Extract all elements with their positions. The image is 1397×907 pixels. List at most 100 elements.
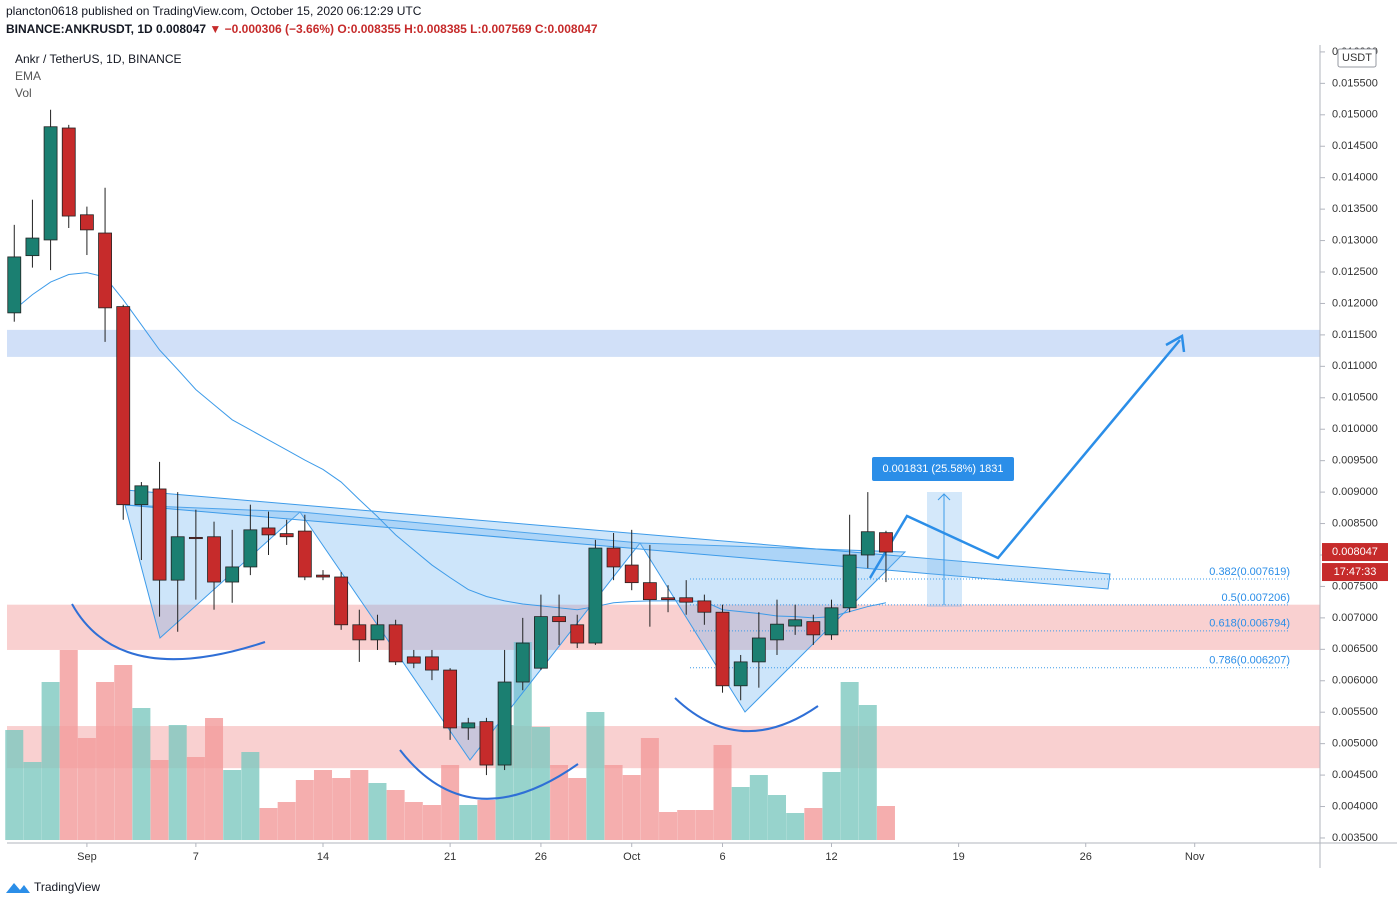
volume-bar (786, 813, 805, 840)
fib-label: 0.786(0.006207) (1209, 655, 1290, 667)
candle-body (7, 256, 22, 314)
y-tick-label: 0.014000 (1332, 172, 1378, 184)
zone (7, 726, 1320, 769)
volume-bar (186, 757, 205, 840)
y-tick-label: 0.007500 (1332, 580, 1378, 592)
byline: plancton0618 published on TradingView.co… (6, 4, 422, 18)
candle-body (61, 127, 76, 217)
candle-body (225, 566, 240, 583)
volume-bar (622, 775, 641, 840)
volume-bar (550, 765, 569, 840)
y-tick-label: 0.014500 (1332, 140, 1378, 152)
candle-body (116, 306, 131, 506)
y-tick-label: 0.015500 (1332, 77, 1378, 89)
fib-label: 0.382(0.007619) (1209, 566, 1290, 578)
candle-body (497, 681, 512, 766)
x-tick-label: 6 (719, 851, 725, 863)
candles (7, 109, 893, 776)
zone (7, 604, 1320, 650)
curve (674, 697, 819, 732)
candle-body (751, 637, 766, 663)
volume-bar (731, 787, 750, 840)
volume-bar (768, 795, 787, 840)
volume-bar (477, 800, 496, 840)
last: 0.008047 (156, 22, 206, 36)
candle-body (297, 530, 312, 578)
candle-body (352, 624, 367, 641)
volume-bar (132, 708, 151, 840)
volume-bar (241, 752, 260, 840)
volume-bar (368, 783, 387, 840)
price-label-bg (1322, 543, 1388, 562)
volume-bar (659, 812, 678, 840)
y-tick-label: 0.007000 (1332, 612, 1378, 624)
candle-body (860, 531, 875, 556)
volume-bar (332, 778, 351, 840)
x-tick-label: 19 (952, 851, 964, 863)
measure-arrow (937, 493, 951, 501)
candle-body (443, 669, 458, 729)
candle-body (25, 237, 40, 257)
volume-bar (205, 718, 224, 840)
volume-bar (459, 805, 478, 840)
candle-body (98, 232, 112, 309)
x-tick-label: 21 (444, 851, 456, 863)
volume-bar (531, 727, 550, 840)
volume-bar (59, 650, 78, 840)
ohlc: O:0.008355 H:0.008385 L:0.007569 C:0.008… (337, 22, 598, 36)
y-tick-label: 0.010000 (1332, 423, 1378, 435)
volume-bar (313, 770, 332, 840)
ticker-line: BINANCE:ANKRUSDT, 1D 0.008047 ▼ −0.00030… (6, 22, 598, 36)
currency: USDT (1342, 52, 1372, 64)
candle-body (479, 721, 494, 766)
curve (71, 603, 266, 661)
volume-bar (386, 790, 405, 840)
countdown: 17:47:33 (1334, 566, 1377, 578)
x-tick-label: 26 (1080, 851, 1092, 863)
candle-body (406, 656, 421, 664)
x-tick-label: Oct (623, 851, 640, 863)
volume-bar (586, 712, 605, 840)
y-tick-label: 0.004000 (1332, 800, 1378, 812)
candle-body (824, 607, 839, 636)
candle-body (188, 536, 203, 540)
triangle (298, 511, 641, 761)
candle-body (43, 126, 58, 241)
y-tick-label: 0.003500 (1332, 832, 1378, 844)
change: ▼ −0.000306 (−3.66%) (209, 22, 334, 36)
fib-label: 0.618(0.006794) (1209, 618, 1290, 630)
candle-body (279, 533, 294, 538)
legend-item: Vol (15, 86, 32, 100)
volume-bar (858, 705, 877, 840)
countdown-bg (1322, 563, 1388, 582)
volume-bar (695, 810, 714, 840)
candle-body (134, 485, 149, 506)
y-tick-label: 0.012000 (1332, 297, 1378, 309)
volume-bar (640, 738, 659, 840)
volume-bar (804, 808, 823, 840)
y-tick-label: 0.012500 (1332, 266, 1378, 278)
volume-bar (295, 780, 314, 840)
candle-body (570, 624, 585, 644)
volume-bar (277, 802, 296, 840)
y-tick-label: 0.011000 (1332, 360, 1377, 372)
candle-body (152, 488, 167, 581)
candle-body (370, 624, 385, 641)
x-tick-label: 12 (825, 851, 837, 863)
volume-bar (168, 725, 187, 840)
x-tick-label: Sep (77, 851, 97, 863)
legend-item: EMA (15, 69, 41, 83)
candle-body (806, 621, 821, 636)
x-tick-label: 7 (193, 851, 199, 863)
candle-body (624, 564, 639, 584)
curve (399, 749, 579, 800)
volume-bar (23, 762, 42, 840)
volume-bar (677, 810, 696, 840)
candle-body (552, 616, 566, 623)
candle-body (770, 623, 784, 641)
ema (13, 272, 887, 619)
arrow-head (1165, 333, 1186, 353)
volume-bar (150, 760, 169, 840)
axes: 0.003500 0.004000 0.004500 0.005000 0.005500… (77, 46, 1388, 863)
